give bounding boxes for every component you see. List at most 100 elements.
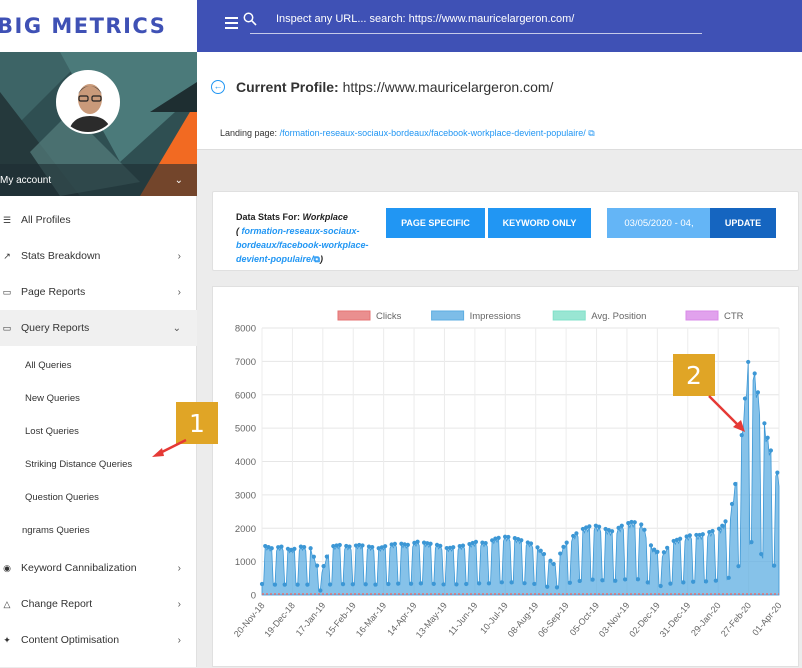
- impressions-point: [324, 554, 329, 559]
- impressions-point: [775, 470, 780, 475]
- impressions-point: [506, 534, 511, 540]
- impressions-point: [577, 578, 582, 584]
- impressions-point: [652, 547, 657, 552]
- impressions-point: [590, 577, 595, 582]
- external-link-icon[interactable]: ⧉: [588, 128, 595, 138]
- stats-label-text: Data Stats For:: [236, 212, 301, 222]
- x-tick-label: 14-Apr-19: [385, 600, 418, 637]
- impressions-point: [282, 582, 287, 587]
- impressions-point: [538, 548, 543, 553]
- impressions-point: [311, 554, 316, 559]
- impressions-point: [742, 396, 748, 401]
- impressions-point: [548, 558, 553, 563]
- impressions-point: [438, 543, 443, 548]
- impressions-point: [597, 524, 602, 529]
- external-link-icon[interactable]: ⧉: [313, 254, 320, 264]
- paren-open: (: [236, 226, 239, 236]
- my-account-toggle[interactable]: My account ⌄: [0, 164, 197, 196]
- impressions-point: [755, 390, 761, 395]
- chart-card: Clicks Impressions Avg. Position CTR 0 1000 20…: [212, 286, 799, 667]
- top-bar: BIG METRICS Inspect any URL... search: h…: [0, 0, 802, 52]
- sidebar-item-all-profiles[interactable]: ☰ All Profiles: [0, 202, 197, 238]
- impressions-point: [425, 541, 430, 546]
- impressions-point: [428, 541, 433, 546]
- x-tick-label: 19-Dec-18: [262, 600, 297, 639]
- x-tick-label: 27-Feb-20: [719, 600, 753, 638]
- impressions-chart: Clicks Impressions Avg. Position CTR0100020…: [232, 310, 784, 640]
- x-tick-label: 03-Nov-19: [597, 600, 632, 639]
- impressions-point: [703, 579, 709, 584]
- back-arrow-icon[interactable]: ←: [211, 80, 225, 94]
- impressions-point: [768, 448, 773, 453]
- sub-item-question-queries[interactable]: Question Queries: [25, 492, 99, 503]
- sidebar-item-page-reports[interactable]: ▭ Page Reports ›: [0, 274, 197, 310]
- sub-item-lost-queries[interactable]: Lost Queries: [25, 426, 79, 437]
- impressions-point: [279, 544, 284, 549]
- y-tick-label: 4000: [235, 457, 256, 468]
- sub-item-striking-distance[interactable]: Striking Distance Queries: [25, 459, 133, 470]
- impressions-point: [736, 564, 741, 569]
- avatar[interactable]: [56, 70, 120, 134]
- search-icon[interactable]: [243, 12, 257, 26]
- logo-area[interactable]: BIG METRICS: [0, 0, 197, 52]
- impressions-point: [421, 540, 427, 545]
- impressions-point: [635, 577, 641, 582]
- impressions-point: [379, 545, 385, 550]
- impressions-point: [697, 532, 702, 538]
- page-title: Current Profile: https://www.mauricelarg…: [236, 79, 553, 95]
- y-tick-label: 6000: [235, 390, 256, 401]
- impressions-point: [389, 542, 394, 547]
- impressions-point: [457, 544, 462, 549]
- sidebar-item-label: Content Optimisation: [21, 634, 120, 646]
- impressions-point: [334, 543, 339, 548]
- impressions-point: [535, 545, 540, 550]
- date-range-input[interactable]: 03/05/2020 - 04,: [607, 208, 711, 238]
- x-tick-label: 15-Feb-19: [323, 600, 357, 638]
- impressions-point: [567, 580, 573, 585]
- impressions-point: [409, 581, 414, 586]
- page-specific-button[interactable]: PAGE SPECIFIC: [386, 208, 485, 238]
- sidebar-item-stats-breakdown[interactable]: ↗ Stats Breakdown ›: [0, 238, 197, 274]
- impressions-point: [308, 546, 313, 551]
- sub-item-new-queries[interactable]: New Queries: [25, 393, 80, 404]
- impressions-point: [444, 545, 449, 551]
- landing-url-link[interactable]: /formation-reseaux-sociaux-bordeaux/face…: [279, 128, 586, 138]
- x-tick-label: 16-Mar-19: [354, 600, 388, 638]
- stats-url-link[interactable]: formation-reseaux-sociaux-bordeaux/faceb…: [236, 226, 369, 264]
- impressions-point: [321, 563, 326, 569]
- sidebar-item-change-report[interactable]: △ Change Report ›: [0, 586, 197, 622]
- chevron-right-icon: ›: [177, 562, 181, 574]
- impressions-point: [396, 581, 401, 586]
- sub-item-ngrams-queries[interactable]: ngrams Queries: [22, 525, 90, 536]
- impressions-point: [587, 524, 592, 529]
- keyword-only-button[interactable]: KEYWORD ONLY: [488, 208, 591, 238]
- x-tick-label: 05-Oct-19: [568, 600, 601, 637]
- sub-item-all-queries[interactable]: All Queries: [25, 360, 72, 371]
- sidebar-item-label: Stats Breakdown: [21, 250, 101, 262]
- impressions-point: [746, 359, 751, 365]
- impressions-point: [613, 578, 618, 583]
- update-button[interactable]: UPDATE: [710, 208, 776, 238]
- impressions-point: [691, 579, 696, 584]
- impressions-point: [609, 529, 615, 534]
- impressions-point: [681, 580, 686, 585]
- impressions-point: [645, 580, 650, 585]
- impressions-point: [353, 543, 359, 548]
- query-icon: ▭: [2, 322, 12, 333]
- x-tick-label: 10-Jul-19: [478, 600, 510, 635]
- sidebar-item-query-reports[interactable]: ▭ Query Reports ⌄: [0, 310, 197, 346]
- impressions-point: [386, 581, 391, 587]
- sidebar-item-keyword-cannibalization[interactable]: ◉ Keyword Cannibalization ›: [0, 550, 197, 586]
- impressions-point: [661, 550, 667, 555]
- impressions-point: [713, 578, 718, 583]
- menu-icon[interactable]: [225, 17, 238, 29]
- impressions-point: [629, 519, 634, 525]
- impressions-point: [632, 520, 637, 525]
- sidebar-item-label: All Profiles: [21, 214, 71, 226]
- profile-header: ← Current Profile: https://www.mauricela…: [197, 52, 802, 150]
- sidebar-item-content-optimisation[interactable]: ✦ Content Optimisation ›: [0, 622, 197, 658]
- impressions-point: [259, 581, 265, 587]
- search-input[interactable]: Inspect any URL... search: https://www.m…: [276, 13, 575, 25]
- app-logo[interactable]: BIG METRICS: [0, 14, 167, 38]
- chevron-right-icon: ›: [177, 286, 181, 298]
